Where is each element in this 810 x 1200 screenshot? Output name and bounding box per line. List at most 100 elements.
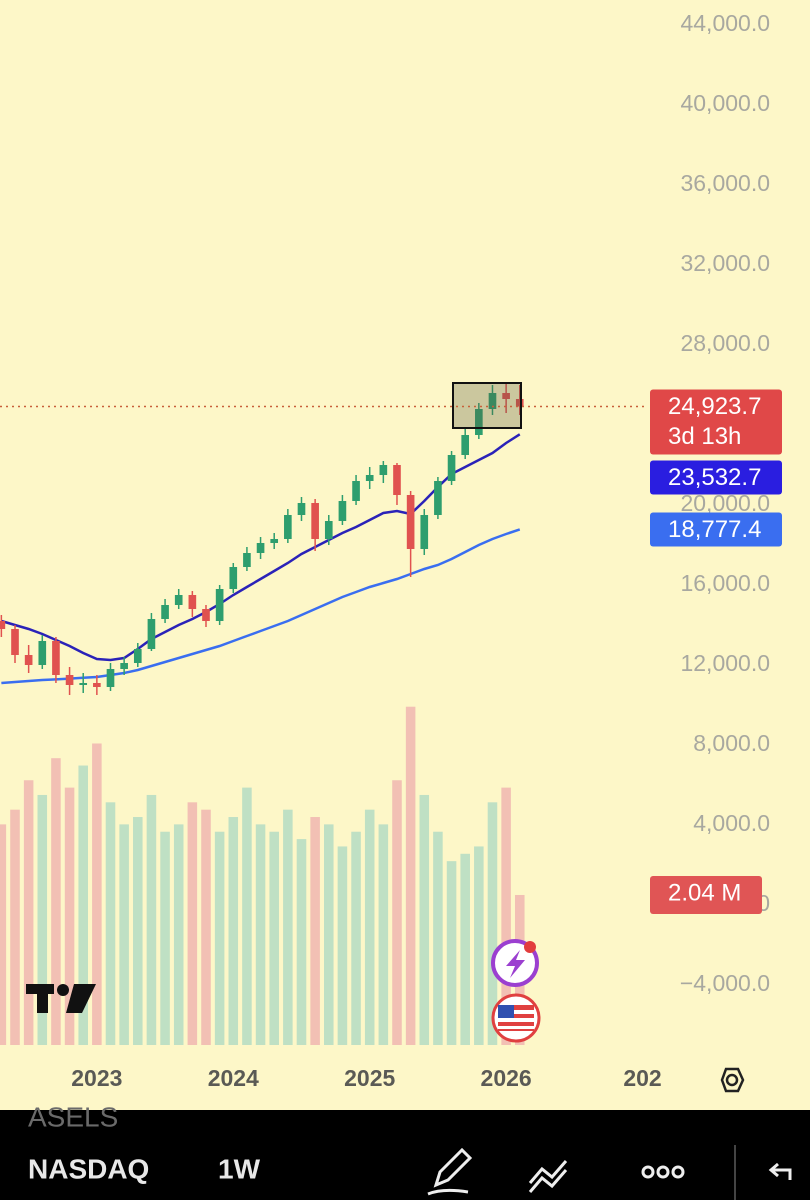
volume-bar [501,787,511,1045]
candle-body [79,683,88,685]
y-tick-label: 28,000.0 [680,330,770,356]
volume-bar [78,765,88,1045]
volume-bar [269,831,279,1045]
candle-body [229,567,238,589]
candle-body [488,393,497,409]
candle-body [420,515,429,549]
volume-pane [0,706,525,1045]
volume-bar [23,780,34,1045]
candle-body [502,393,510,399]
volume-bar [187,802,198,1045]
ma-badge-text: 23,532.7 [668,464,761,491]
candle-body [147,619,156,649]
candle-body [52,641,60,675]
volume-bar [351,831,361,1045]
candle-body [24,655,33,665]
y-tick-label: 4,000.0 [693,810,770,836]
volume-bar [10,809,20,1045]
y-tick-label: 16,000.0 [680,570,770,596]
candle-body [447,455,456,481]
ma-badge [650,512,782,547]
more-icon[interactable] [641,1165,685,1179]
moving-average-line [1,528,521,685]
x-tick-label: 2026 [481,1065,532,1091]
volume-bar [487,802,498,1045]
exchange-label[interactable]: NASDAQ [28,1153,149,1184]
volume-bar [201,809,211,1045]
volume-bar [283,809,293,1045]
lightning-icon[interactable] [491,939,539,987]
volume-bar [92,743,102,1045]
y-tick-label: 12,000.0 [680,650,770,676]
y-tick-label: 40,000.0 [680,90,770,116]
x-tick-label: 2025 [344,1065,395,1091]
volume-bar [392,780,402,1045]
price-badge-text: 24,923.7 [668,393,761,420]
volume-bar [105,802,116,1045]
candle-body [297,503,306,515]
volume-bar [419,794,430,1045]
candle-body [284,515,292,539]
volume-bar [378,824,389,1045]
volume-bar [242,787,252,1045]
volume-bar [337,846,348,1045]
candle-body [65,675,74,685]
candle-body [38,641,47,665]
us-flag-icon[interactable] [491,993,541,1043]
interval-label[interactable]: 1W [218,1153,261,1184]
volume-badge-text: 2.04 M [668,879,741,906]
candle-body [243,553,251,567]
candle-body [106,669,115,687]
tradingview-logo [26,984,96,1013]
candle-body [365,475,374,481]
candle-body [161,605,169,619]
x-tick-label: 2024 [208,1065,259,1091]
volume-badge [650,875,762,914]
time-axis: 2023 2024 2025 2026 202 [71,1065,661,1091]
volume-bar [119,824,129,1045]
candle-body [406,495,415,549]
volume-bar [0,824,7,1045]
drawn-rectangle[interactable] [452,382,522,429]
volume-bar [146,794,157,1045]
volume-bar [51,758,61,1045]
volume-bar [324,824,334,1045]
candle-body [515,399,524,407]
candle-body [93,683,101,687]
volume-bar [133,817,143,1045]
moving-averages [1,433,521,685]
volume-bar [433,831,443,1045]
draw-tool-icon[interactable] [427,1147,473,1196]
candle-body [270,539,279,543]
candle-body [188,595,197,609]
candle-body [215,589,224,621]
ma-badge [650,460,782,495]
candle-body [11,629,19,655]
indicators-icon[interactable] [528,1160,568,1193]
volume-bar [310,817,320,1045]
volume-bar [405,706,416,1045]
candle-body [120,663,128,669]
x-tick-label: 2023 [71,1065,122,1091]
bottom-toolbar [0,1110,810,1200]
candle-body [324,521,333,539]
settings-icon[interactable] [720,1067,745,1093]
volume-bar [474,846,484,1045]
y-tick-label: 36,000.0 [680,170,770,196]
volume-bar [255,824,266,1045]
volume-bar [173,824,184,1045]
candle-body [311,503,319,539]
candle-body [202,609,210,621]
volume-bar [160,831,170,1045]
volume-bar [296,839,307,1045]
ma-badge-text: 18,777.4 [668,516,761,543]
ticker-behind: ASELS [28,1101,118,1132]
candles [0,383,524,695]
candle-body [379,465,388,475]
price-badges: 24,923.7 3d 13h 23,532.7 18,777.4 2.04 M [0,389,782,914]
candle-body [475,409,483,435]
back-icon[interactable] [768,1162,792,1180]
candle-body [434,481,442,515]
candle-body [338,501,347,521]
